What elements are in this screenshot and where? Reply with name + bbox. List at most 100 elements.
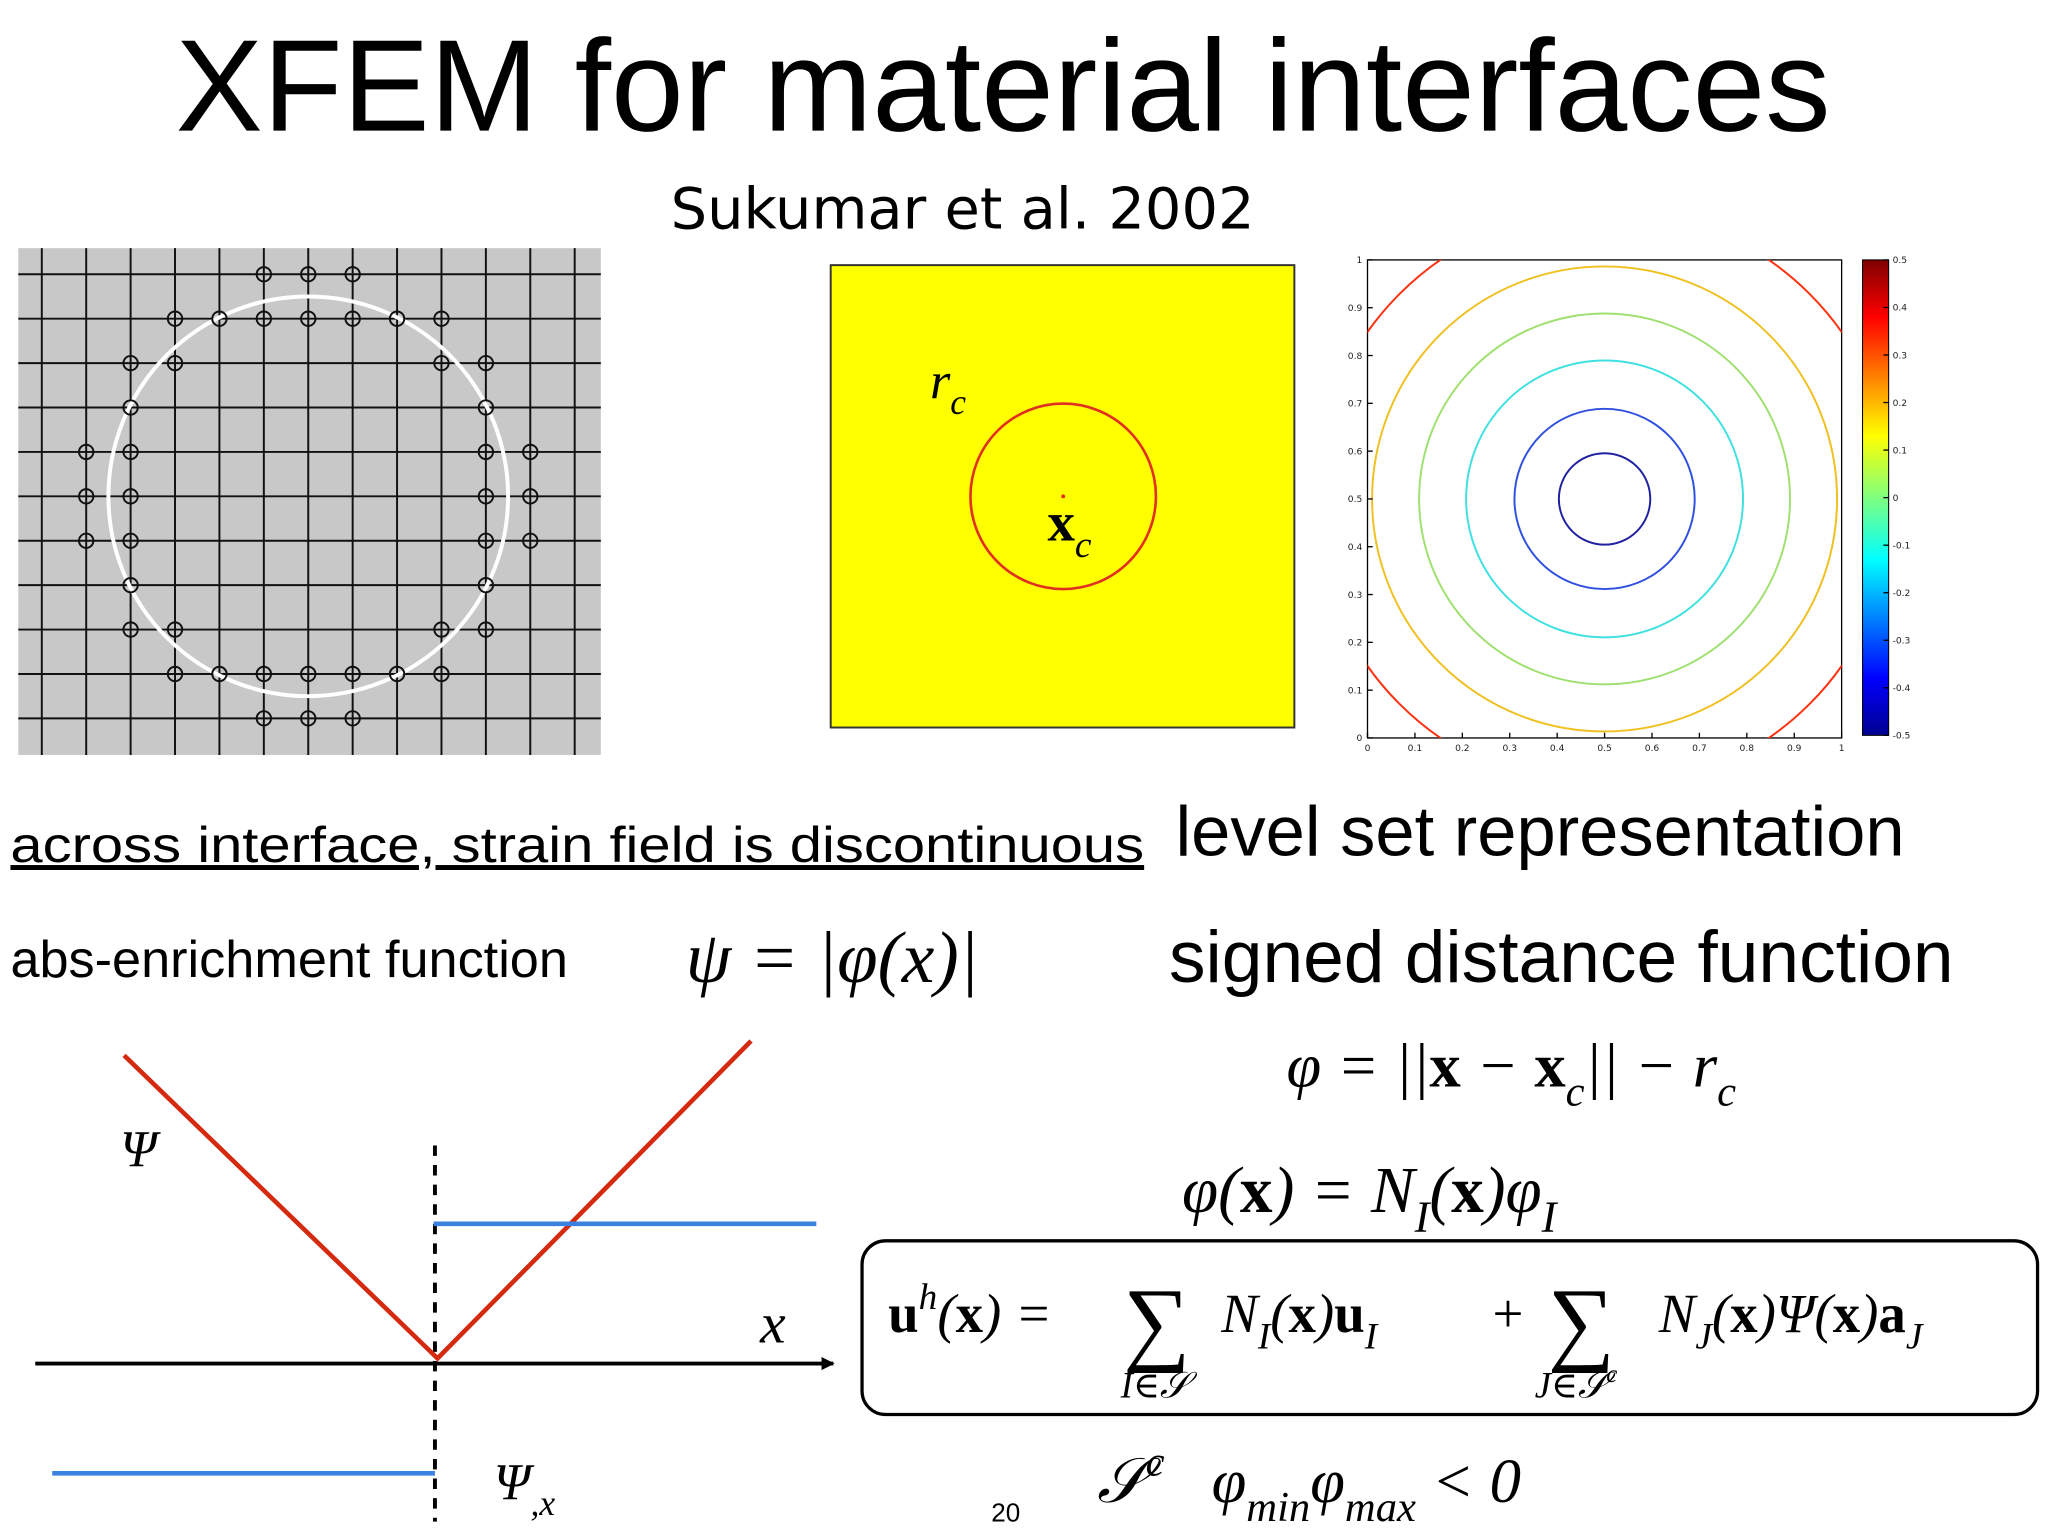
math-segment: N xyxy=(1658,1283,1699,1344)
math-segment: J xyxy=(1906,1317,1925,1358)
math-segment: φ xyxy=(1310,1446,1345,1516)
math-segment: min xyxy=(1246,1484,1310,1531)
colorbar-tick-label: 0.3 xyxy=(1893,351,1908,361)
enriched-set: 𝒮c φminφmax < 0 xyxy=(1097,1439,1521,1531)
y-tick-label: 0 xyxy=(1356,734,1362,744)
sum-limit: J∈𝒮c xyxy=(1535,1361,1618,1405)
equation-box xyxy=(860,1239,2040,1417)
math-segment: u xyxy=(888,1283,919,1344)
enriched-node xyxy=(433,354,450,372)
math-segment: N xyxy=(1220,1283,1261,1344)
y-tick-label: 0.7 xyxy=(1348,400,1363,410)
y-tick-label: 0.3 xyxy=(1348,591,1363,601)
enriched-node xyxy=(433,665,450,683)
x-tick-label: 0.2 xyxy=(1455,744,1470,754)
x-tick-label: 0.7 xyxy=(1692,744,1707,754)
slide-title: XFEM for material interfaces xyxy=(176,13,1831,159)
x-label: x xyxy=(759,1293,786,1356)
enriched-node xyxy=(166,665,184,683)
math-segment: φ = || xyxy=(1287,1031,1430,1101)
math-segment: x xyxy=(1833,1283,1861,1344)
math-segment: ) xyxy=(1313,1283,1334,1344)
math-segment: x xyxy=(1730,1283,1758,1344)
enriched-node xyxy=(477,399,495,416)
math-segment: ) xyxy=(1857,1283,1878,1344)
x-tick-label: 1 xyxy=(1839,744,1845,754)
math-segment: )φ xyxy=(1480,1155,1542,1227)
enriched-node xyxy=(78,488,95,505)
enriched-node xyxy=(166,354,184,372)
math-segment: I∈𝒮 xyxy=(1120,1365,1198,1406)
enriched-node xyxy=(211,310,228,327)
x-tick-label: 0.5 xyxy=(1597,744,1612,754)
math-segment: ,x xyxy=(530,1483,555,1523)
interpolation-equation: φ(x) = NI(x)φI xyxy=(1182,1155,1559,1242)
math-segment: a xyxy=(1878,1283,1905,1344)
sum-limit: I∈𝒮 xyxy=(1120,1365,1198,1406)
contour xyxy=(1418,312,1792,686)
x-tick-label: 0.6 xyxy=(1645,744,1660,754)
enriched-node xyxy=(255,266,272,283)
math-segment: max xyxy=(1345,1484,1416,1531)
enriched-node xyxy=(211,665,228,683)
colorbar-tick-label: -0.1 xyxy=(1893,541,1911,551)
contour-figure: 0 0.1 0.2 0.3 0.4 0.5 0.6 0.7 0.8 0.9 1 0 0.1 0.2 0.3 0… xyxy=(1348,256,1911,754)
enriched-node xyxy=(255,710,272,727)
x-tick-label: 0.8 xyxy=(1740,744,1755,754)
colorbar-tick-label: 0 xyxy=(1893,494,1899,504)
math-segment: r xyxy=(930,352,951,410)
enriched-node xyxy=(122,443,139,461)
math-segment: )Ψ( xyxy=(1755,1283,1837,1344)
math-segment: c xyxy=(1606,1361,1617,1388)
colorbar-tick-label: -0.3 xyxy=(1893,637,1911,647)
math-segment: Ψ xyxy=(120,1120,161,1178)
sum-sign: ∑ xyxy=(1123,1270,1190,1374)
y-tick-label: 0.8 xyxy=(1348,352,1363,362)
colorbar-tick-label: -0.4 xyxy=(1893,684,1911,694)
enriched-node xyxy=(166,621,184,638)
enriched-node xyxy=(344,266,361,283)
math-segment: I xyxy=(1414,1192,1432,1242)
math-segment: x xyxy=(1240,1155,1273,1227)
math-segment: φ xyxy=(1165,1446,1247,1516)
math-segment: I xyxy=(1257,1317,1272,1358)
colorbar-tick-label: -0.5 xyxy=(1893,732,1911,742)
radius-label: rc xyxy=(930,352,966,422)
x-tick-label: 0 xyxy=(1365,744,1371,754)
x-tick-label: 0.1 xyxy=(1408,744,1423,754)
enriched-node xyxy=(477,354,495,372)
enrichment-label: abs-enrichment function xyxy=(10,931,567,989)
mesh-background xyxy=(18,248,601,755)
distance-equation: φ = ||x − xc|| − rc xyxy=(1287,1031,1737,1116)
y-tick-label: 0.1 xyxy=(1348,686,1363,696)
enriched-node xyxy=(388,665,406,683)
colorbar-tick-label: 0.1 xyxy=(1893,446,1908,456)
enriched-node xyxy=(122,576,139,594)
psi-label: Ψ xyxy=(120,1120,161,1178)
math-segment: φ( xyxy=(1182,1155,1244,1227)
math-segment: ) = N xyxy=(1269,1155,1418,1227)
center-point xyxy=(1061,494,1066,499)
sum-sign: ∑ xyxy=(1548,1270,1615,1374)
math-segment: c xyxy=(950,382,966,422)
math-segment: I xyxy=(1364,1317,1379,1358)
x-tick-label: 0.9 xyxy=(1787,744,1802,754)
enriched-node xyxy=(477,443,495,461)
enrichment-diagram: Ψ x Ψ,x xyxy=(35,1039,835,1523)
math-segment: c xyxy=(1075,525,1092,566)
enriched-node xyxy=(477,532,495,549)
math-segment: c xyxy=(1717,1069,1736,1116)
enriched-node xyxy=(344,310,361,327)
enriched-node xyxy=(522,532,539,549)
x-tick-label: 0.3 xyxy=(1502,744,1517,754)
y-tick-label: 0.5 xyxy=(1348,495,1363,505)
subtitle: Sukumar et al. 2002 xyxy=(671,176,1255,243)
enriched-node xyxy=(477,576,495,594)
math-segment: h xyxy=(919,1277,938,1318)
enriched-node xyxy=(433,310,450,327)
math-segment: I xyxy=(1541,1192,1559,1242)
contour xyxy=(1557,452,1652,546)
enriched-node xyxy=(300,710,317,727)
